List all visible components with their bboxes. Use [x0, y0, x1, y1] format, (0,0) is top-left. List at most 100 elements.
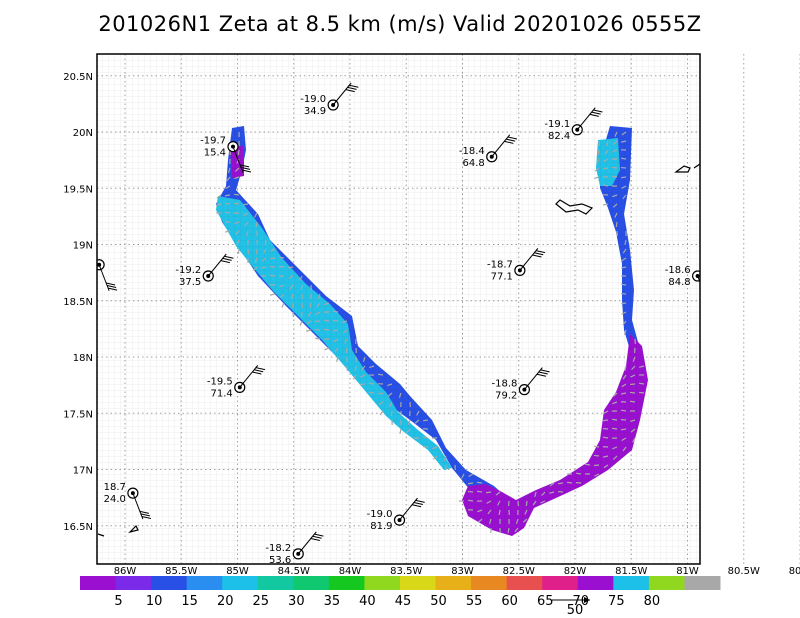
wind-vector: [398, 392, 402, 398]
wind-vector: [532, 500, 537, 506]
wind-vector: [269, 293, 276, 296]
colorbar-swatch: [684, 576, 721, 590]
lon-label: 80.5W: [728, 566, 760, 577]
station-value-top: -19.1: [544, 119, 570, 130]
wind-vector: [497, 500, 501, 506]
station-plot: -19.182.4: [544, 107, 603, 142]
vector-key-label: 50: [567, 603, 584, 618]
colorbar-label: 55: [466, 594, 483, 609]
colorbar-label: 30: [288, 594, 305, 609]
wind-vector: [622, 248, 627, 254]
wind-vector: [524, 509, 528, 515]
station-value-bottom: 71.4: [210, 388, 232, 399]
lat-label: 16.5N: [63, 522, 93, 533]
wind-vector: [594, 167, 600, 172]
wind-vector: [345, 347, 348, 354]
wind-vector: [377, 392, 384, 395]
wind-vector: [324, 302, 330, 306]
lon-labels: 86W 85.5W 85W 84.5W 84W 83.5W 83W 82.5W 82W 81.5W…: [114, 566, 800, 577]
wind-vector: [323, 328, 330, 331]
wind-vector: [611, 418, 618, 421]
wind-vector: [498, 509, 501, 516]
wind-vector: [486, 500, 492, 504]
wind-vector: [237, 248, 240, 255]
wind-barb-flag: [506, 138, 516, 142]
station-value-top: -18.6: [665, 265, 691, 276]
colorbar-swatch: [542, 576, 579, 590]
colorbar-swatch: [577, 576, 614, 590]
colorbar-swatch: [115, 576, 152, 590]
lon-label: 84.5W: [278, 566, 310, 577]
wind-vector: [549, 482, 555, 487]
lat-lon-grid: [97, 54, 800, 564]
wind-vector: [620, 176, 627, 179]
station-value-top: -19.0: [367, 509, 393, 520]
station-value-bottom: 53.6: [269, 555, 291, 566]
wind-vector: [369, 365, 375, 369]
lat-label: 19.5N: [63, 184, 93, 195]
wind-vector: [279, 284, 285, 288]
colorbar: 5 10 15 20 25 30 35 40 45 50 55 60 65 70 75 80: [80, 576, 721, 609]
colorbar-label: 25: [253, 594, 270, 609]
wind-vector: [514, 527, 519, 533]
wind-vector: [324, 347, 330, 351]
station-value-top: -18.8: [492, 379, 518, 390]
wind-barb: [132, 492, 144, 520]
station-plot: -19.081.9: [367, 497, 425, 532]
colorbar-label: 50: [430, 594, 447, 609]
wind-vector: [612, 194, 618, 198]
wind-barb-flag: [507, 136, 518, 140]
wind-vector: [461, 473, 465, 479]
wind-barb-flag: [108, 287, 118, 291]
wind-vector: [612, 392, 618, 397]
wind-vector: [244, 221, 249, 227]
wind-vector: [332, 329, 339, 332]
wind-vector: [630, 419, 636, 423]
wind-barb: [519, 248, 539, 271]
wind-vector: [467, 499, 474, 502]
wind-vector: [624, 365, 627, 371]
colorbar-swatch: [328, 576, 365, 590]
wind-barb-flag: [241, 169, 252, 173]
wind-vector: [541, 491, 546, 497]
wind-vector: [224, 211, 231, 214]
wind-vector: [378, 401, 384, 406]
wind-vector: [602, 167, 609, 170]
wind-vector: [278, 256, 285, 259]
station-value-bottom: 24.0: [104, 494, 126, 505]
wind-vector: [317, 293, 321, 299]
wind-vector: [632, 437, 636, 443]
wind-barb-flag: [411, 504, 422, 508]
station-value-top: 18.7: [104, 482, 126, 493]
wind-vector: [620, 266, 627, 269]
colorbar-swatch: [435, 576, 472, 590]
wind-vector: [254, 257, 258, 263]
wind-vector: [604, 149, 609, 155]
wind-vector: [359, 383, 366, 386]
wind-vector: [596, 158, 600, 164]
wind-vector: [291, 293, 294, 299]
wind-barb-flag: [532, 254, 542, 258]
wind-vectors: [215, 131, 645, 534]
coastline-cuba: [674, 163, 700, 173]
wind-vector: [614, 212, 618, 218]
wind-vector: [620, 140, 627, 143]
wind-vector: [549, 491, 555, 494]
wind-vector: [306, 329, 312, 332]
wind-barb: [98, 264, 110, 291]
lon-label: 83.5W: [390, 566, 422, 577]
wind-vector: [620, 283, 627, 286]
wind-vector: [361, 365, 366, 371]
lon-label: 84W: [339, 566, 362, 577]
wind-vector: [281, 302, 285, 308]
station-plot: -18.777.1: [487, 248, 546, 282]
wind-barb-flag: [255, 367, 266, 371]
wind-barb: [297, 531, 317, 555]
wind-vector: [299, 320, 303, 326]
wind-vector: [602, 419, 609, 422]
station-value-top: -18.7: [487, 259, 513, 270]
wind-vector: [379, 410, 384, 416]
wind-vector: [612, 455, 618, 460]
colorbar-label: 65: [537, 594, 554, 609]
